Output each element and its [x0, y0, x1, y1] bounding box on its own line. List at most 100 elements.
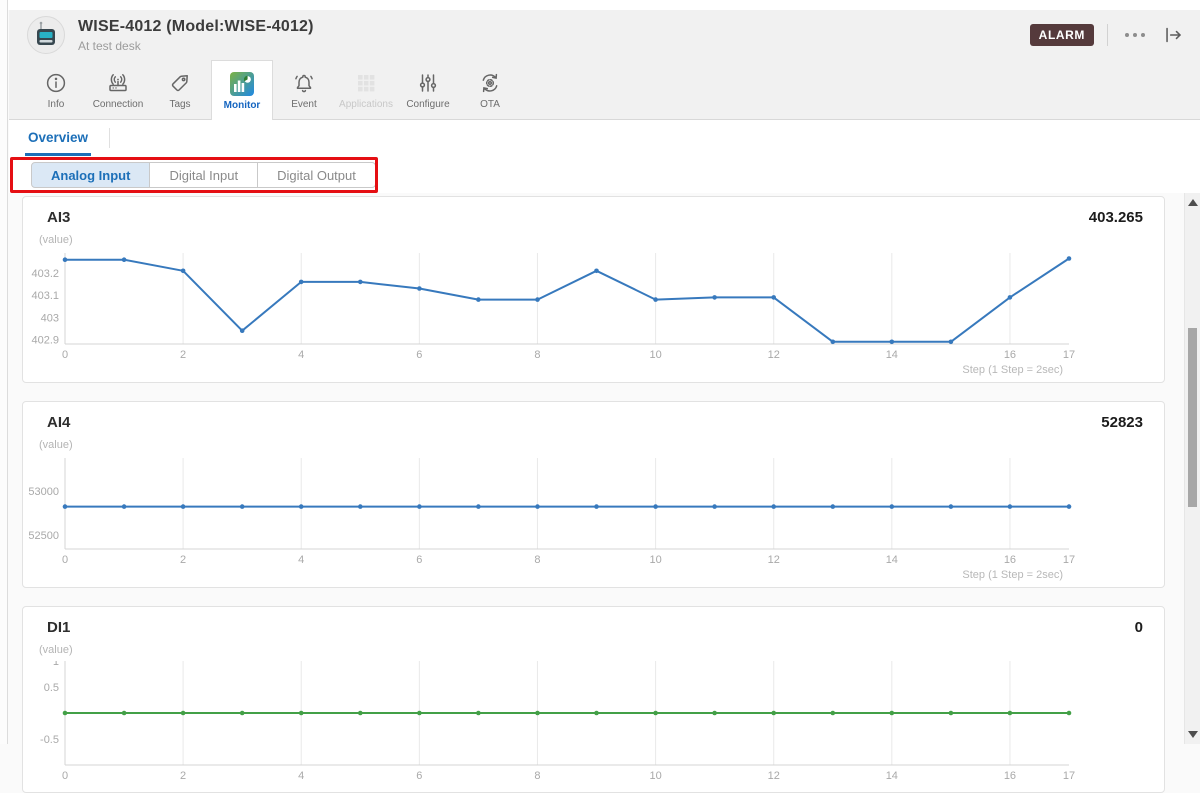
svg-text:53000: 53000 [28, 486, 59, 498]
monitor-icon [229, 70, 255, 97]
svg-text:4: 4 [298, 554, 304, 566]
nav-item-ota[interactable]: OTA [459, 60, 521, 120]
nav-item-info[interactable]: Info [25, 60, 87, 120]
exit-icon[interactable] [1162, 24, 1184, 46]
tab-digital-output[interactable]: Digital Output [258, 162, 376, 188]
y-tick-labels: 53000 52500 [28, 486, 59, 542]
svg-text:0: 0 [62, 554, 68, 566]
svg-text:6: 6 [416, 770, 422, 782]
nav-item-configure[interactable]: Configure [397, 60, 459, 120]
svg-text:4: 4 [298, 770, 304, 782]
svg-text:17: 17 [1063, 554, 1075, 566]
svg-text:10: 10 [649, 770, 661, 782]
chart-current-value: 52823 [1101, 414, 1143, 431]
svg-text:17: 17 [1063, 770, 1075, 782]
chart-current-value: 403.265 [1088, 209, 1143, 226]
nav-item-tags[interactable]: Tags [149, 60, 211, 120]
svg-text:0: 0 [62, 770, 68, 782]
data-points [62, 504, 1072, 509]
chart-title: AI4 [47, 414, 71, 431]
y-tick-labels: 403.2 403.1 403 402.9 [31, 268, 59, 347]
svg-text:16: 16 [1004, 349, 1016, 361]
scrollbar-thumb[interactable] [1188, 328, 1197, 507]
nav-item-label: OTA [480, 99, 500, 110]
x-tick-labels: 0 2 4 6 8 10 12 14 16 17 [62, 554, 1075, 566]
svg-text:6: 6 [416, 554, 422, 566]
gridlines [182, 253, 1011, 344]
top-strip [0, 0, 1200, 10]
nav-item-connection[interactable]: Connection [87, 60, 149, 120]
y-tick-labels: 1 0.5 -0.5 [40, 661, 59, 746]
signal-type-tabs: Analog Input Digital Input Digital Output [31, 162, 376, 188]
header: WISE-4012 (Model:WISE-4012) At test desk… [9, 10, 1200, 120]
nav-item-applications: Applications [335, 60, 397, 120]
device-subtitle: At test desk [78, 38, 141, 53]
sliders-icon [416, 69, 440, 96]
scroll-down-arrow-icon[interactable] [1188, 731, 1198, 738]
scroll-up-arrow-icon[interactable] [1188, 199, 1198, 206]
svg-text:0.5: 0.5 [44, 682, 59, 694]
nav-item-monitor[interactable]: Monitor [211, 60, 273, 120]
x-axis-label: Step (1 Step = 2sec) [962, 569, 1063, 581]
chart-current-value: 0 [1134, 619, 1143, 636]
chart-card-ai3: AI3 403.265 (value) 403.2 403.1 403 402.9 0 2 4 6 8… [22, 196, 1165, 383]
tab-overview[interactable]: Overview [25, 120, 92, 156]
chart-y-axis-unit: (value) [39, 439, 73, 451]
connection-icon [105, 69, 131, 96]
svg-text:2: 2 [180, 554, 186, 566]
x-tick-labels: 0 2 4 6 8 10 12 14 16 17 [62, 770, 1075, 782]
nav-item-label: Monitor [223, 100, 261, 111]
data-points [62, 710, 1072, 716]
grid-icon [354, 69, 378, 96]
data-line [65, 257, 1070, 343]
svg-text:0: 0 [62, 349, 68, 361]
collapsed-panel-edge[interactable] [0, 0, 8, 744]
svg-text:8: 8 [534, 554, 540, 566]
svg-text:12: 12 [768, 770, 780, 782]
nav-item-label: Connection [92, 99, 144, 110]
svg-text:6: 6 [416, 349, 422, 361]
svg-text:12: 12 [768, 554, 780, 566]
more-options-icon[interactable] [1121, 27, 1149, 43]
svg-text:2: 2 [180, 770, 186, 782]
vertical-scrollbar [1184, 193, 1200, 744]
info-icon [44, 69, 68, 96]
chart-di1: 1 0.5 -0.5 0 2 4 6 8 10 12 14 16 17 [40, 661, 1075, 782]
subtab-row: Overview [9, 120, 1200, 156]
ota-icon [478, 69, 502, 96]
bell-icon [292, 69, 316, 96]
svg-text:402.9: 402.9 [31, 335, 59, 347]
svg-text:8: 8 [534, 349, 540, 361]
tab-digital-input[interactable]: Digital Input [150, 162, 259, 188]
svg-text:403: 403 [41, 312, 59, 324]
nav-item-label: Applications [339, 99, 393, 110]
svg-text:2: 2 [180, 349, 186, 361]
svg-text:14: 14 [886, 349, 898, 361]
svg-text:-0.5: -0.5 [40, 734, 59, 746]
nav-item-label: Tags [169, 99, 191, 110]
header-divider [1107, 24, 1108, 46]
nav-item-label: Info [47, 99, 65, 110]
svg-text:14: 14 [886, 554, 898, 566]
data-points [62, 256, 1072, 345]
chart-title: AI3 [47, 209, 71, 226]
svg-text:52500: 52500 [28, 530, 59, 542]
tag-icon [168, 69, 192, 96]
subtab-divider [109, 128, 111, 148]
chart-card-ai4: AI4 52823 (value) 53000 52500 0 2 4 6 8 10 12 14 16 17… [22, 401, 1165, 588]
svg-text:10: 10 [649, 349, 661, 361]
tab-analog-input[interactable]: Analog Input [31, 162, 151, 188]
device-photo-icon [37, 21, 55, 45]
svg-text:4: 4 [298, 349, 304, 361]
x-axis-label: Step (1 Step = 2sec) [962, 364, 1063, 376]
svg-text:10: 10 [649, 554, 661, 566]
nav-item-event[interactable]: Event [273, 60, 335, 120]
svg-text:12: 12 [768, 349, 780, 361]
nav-bar: Info Connection Tags Monitor Event Applicatio… [9, 60, 1200, 120]
svg-text:403.2: 403.2 [31, 268, 59, 280]
svg-text:16: 16 [1004, 770, 1016, 782]
device-title: WISE-4012 (Model:WISE-4012) [78, 17, 314, 35]
svg-text:403.1: 403.1 [31, 290, 59, 302]
